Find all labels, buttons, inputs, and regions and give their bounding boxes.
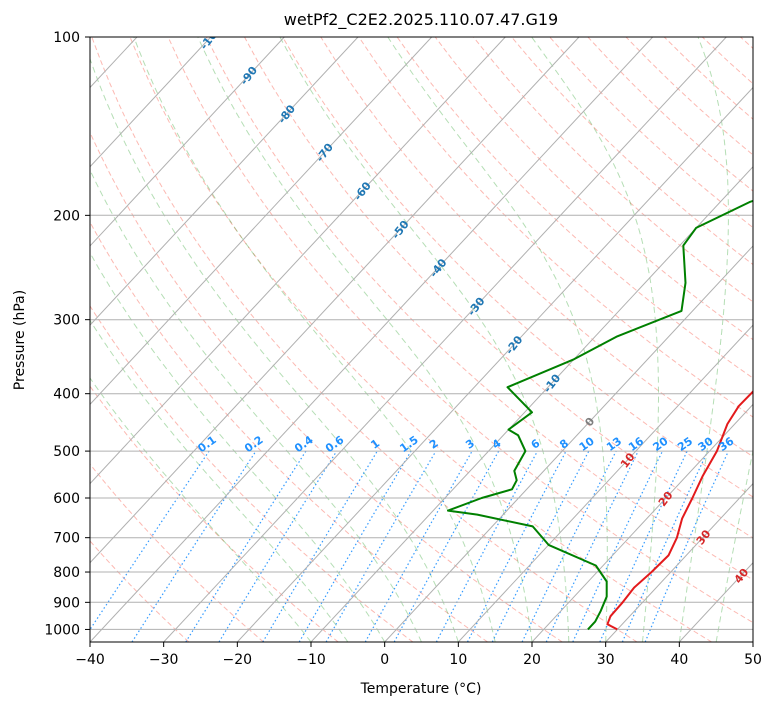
- mixing-ratio-line: [218, 450, 338, 642]
- plot-frame: [89, 36, 754, 643]
- x-tick-label: 30: [597, 652, 615, 668]
- isotherm-gridline: [90, 37, 654, 642]
- dry-adiabat-line: [358, 37, 753, 418]
- temperature-profile-line: [606, 390, 753, 631]
- dry-adiabat-line: [167, 37, 753, 624]
- mixing-ratio-line: [521, 450, 617, 642]
- dewpoint-profile-line: [447, 199, 753, 631]
- x-tick-label: 20: [523, 652, 541, 668]
- y-tick-label: 600: [53, 491, 80, 507]
- moist-adiabat-line: [678, 37, 729, 642]
- mixing-ratio-line: [131, 450, 257, 642]
- isotherm-gridline: [310, 166, 753, 642]
- dry-adiabat-line: [129, 37, 712, 642]
- x-tick-label: 40: [670, 652, 688, 668]
- moist-adiabat-line: [279, 37, 570, 642]
- chart-title: wetPf2_C2E2.2025.110.07.47.G19: [284, 10, 558, 30]
- y-tick-label: 700: [53, 531, 80, 547]
- y-tick-label: 900: [53, 595, 80, 611]
- plot-area: -100-90-80-70-60-50-40-30-20-10010203040…: [90, 37, 753, 642]
- moist-adiabat-line: [133, 37, 496, 642]
- dry-adiabat-line: [91, 37, 638, 642]
- x-axis: −40 −30 −20 −10 0 10 20 30 40 50: [75, 642, 762, 668]
- profile-lines: [447, 199, 753, 631]
- mixing-ratio-line: [90, 450, 210, 631]
- isotherm-gridline: [90, 37, 433, 406]
- y-axis: 100 200 300 400 500 600 700 800 900 1000: [44, 30, 90, 638]
- x-tick-label: −30: [149, 652, 179, 668]
- dry-adiabat-line: [473, 37, 753, 303]
- mixing-ratio-line: [435, 450, 539, 642]
- mixing-ratio-lines: [90, 450, 729, 642]
- x-tick-label: 0: [380, 652, 389, 668]
- moist-adiabat-line: [197, 37, 533, 642]
- isotherm-gridline: [531, 403, 753, 642]
- y-tick-label: 1000: [44, 622, 80, 638]
- isotherm-gridline: [90, 37, 580, 564]
- x-axis-title: Temperature (°C): [360, 681, 482, 697]
- y-tick-label: 300: [53, 313, 80, 329]
- moist-adiabat-line: [387, 37, 608, 642]
- dry-adiabat-line: [434, 37, 753, 341]
- isotherm-gridline: [90, 37, 212, 168]
- x-tick-label: 50: [744, 652, 762, 668]
- isotherm-gridline: [236, 86, 753, 642]
- x-tick-label: 10: [449, 652, 467, 668]
- isotherm-grid: [90, 37, 753, 642]
- moist-adiabat-line: [90, 319, 349, 642]
- mixing-ratio-line: [393, 450, 500, 642]
- isotherm-gridline: [605, 482, 753, 642]
- moist-adiabat-line: [715, 448, 753, 642]
- moist-adiabat-line: [531, 37, 659, 642]
- moist-adiabats: [90, 37, 753, 642]
- y-tick-label: 800: [53, 565, 80, 581]
- moist-adiabat-line: [90, 252, 386, 642]
- y-tick-label: 400: [53, 387, 80, 403]
- dry-adiabat-line: [282, 37, 753, 498]
- x-tick-label: −10: [296, 652, 326, 668]
- isotherm-gridline: [90, 37, 506, 485]
- moist-adiabat-line: [90, 57, 459, 642]
- mixing-ratio-line: [364, 450, 473, 642]
- isotherm-gridline: [457, 324, 753, 642]
- isotherm-gridline: [384, 245, 753, 642]
- y-tick-label: 500: [53, 444, 80, 460]
- isotherm-gridline: [163, 37, 727, 642]
- y-axis-title: Pressure (hPa): [12, 290, 28, 390]
- isotherm-gridline: [90, 37, 359, 326]
- mixing-ratio-line: [185, 450, 307, 642]
- mixing-ratio-line: [491, 450, 590, 642]
- mixing-ratio-line: [621, 450, 709, 642]
- isotherm-gridline: [90, 37, 285, 247]
- moist-adiabat-line: [90, 168, 422, 642]
- dry-adiabat-line: [90, 131, 563, 642]
- y-tick-label: 200: [53, 208, 80, 224]
- dry-adiabat-line: [90, 463, 264, 642]
- x-tick-label: −40: [75, 652, 105, 668]
- dry-adiabat-line: [90, 540, 190, 642]
- x-tick-label: −20: [223, 652, 253, 668]
- dry-adiabat-line: [320, 37, 753, 458]
- y-tick-label: 100: [53, 30, 80, 46]
- dry-adiabat-line: [90, 221, 488, 642]
